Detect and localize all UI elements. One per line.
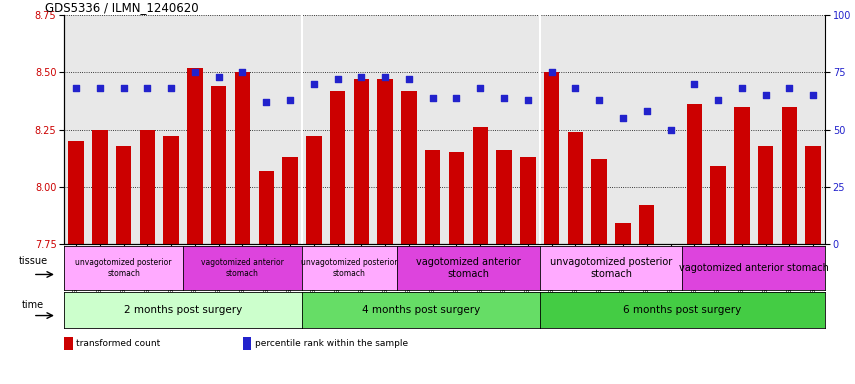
Bar xyxy=(781,107,797,244)
Text: tissue: tissue xyxy=(18,256,48,266)
Point xyxy=(259,99,273,105)
Bar xyxy=(282,157,298,244)
Point xyxy=(616,115,630,121)
Text: transformed count: transformed count xyxy=(76,339,160,348)
Point xyxy=(474,85,487,91)
Point xyxy=(569,85,582,91)
Point xyxy=(283,97,297,103)
Bar xyxy=(235,73,251,244)
Text: percentile rank within the sample: percentile rank within the sample xyxy=(255,339,408,348)
Bar xyxy=(401,91,416,244)
Point xyxy=(521,97,534,103)
Bar xyxy=(616,223,631,244)
Text: GDS5336 / ILMN_1240620: GDS5336 / ILMN_1240620 xyxy=(44,1,198,14)
Text: vagotomized anterior
stomach: vagotomized anterior stomach xyxy=(416,257,521,279)
Bar xyxy=(711,166,726,244)
Point xyxy=(378,74,392,80)
Bar xyxy=(734,107,750,244)
Bar xyxy=(758,146,774,244)
Text: 4 months post surgery: 4 months post surgery xyxy=(362,305,480,315)
Point xyxy=(735,85,749,91)
Bar xyxy=(163,136,179,244)
Text: unvagotomized posterior
stomach: unvagotomized posterior stomach xyxy=(550,257,672,279)
Point xyxy=(426,94,439,101)
Bar xyxy=(377,79,393,244)
Bar xyxy=(592,159,607,244)
Bar xyxy=(449,152,464,244)
Point xyxy=(782,85,796,91)
Text: 6 months post surgery: 6 months post surgery xyxy=(623,305,741,315)
Point xyxy=(593,97,606,103)
Point xyxy=(140,85,154,91)
Text: unvagotomized posterior
stomach: unvagotomized posterior stomach xyxy=(75,258,172,278)
Bar xyxy=(805,146,821,244)
Text: vagotomized anterior stomach: vagotomized anterior stomach xyxy=(679,263,828,273)
Text: 2 months post surgery: 2 months post surgery xyxy=(124,305,242,315)
Bar xyxy=(68,141,84,244)
Point xyxy=(69,85,83,91)
Bar xyxy=(64,337,73,350)
Bar xyxy=(496,150,512,244)
Bar xyxy=(187,68,203,244)
Bar xyxy=(92,129,108,244)
Point xyxy=(640,108,653,114)
Point xyxy=(93,85,107,91)
Bar xyxy=(306,136,321,244)
Point xyxy=(212,74,226,80)
Bar xyxy=(473,127,488,244)
Point xyxy=(402,76,416,83)
Text: time: time xyxy=(22,300,44,310)
Point xyxy=(355,74,369,80)
Bar xyxy=(520,157,535,244)
Point xyxy=(663,127,677,133)
Bar xyxy=(115,146,132,244)
Bar xyxy=(258,171,274,244)
Bar xyxy=(568,132,583,244)
Bar xyxy=(639,205,654,244)
Bar xyxy=(354,79,369,244)
Text: unvagotomized posterior
stomach: unvagotomized posterior stomach xyxy=(301,258,398,278)
Bar xyxy=(687,104,702,244)
Point xyxy=(498,94,511,101)
Point xyxy=(806,92,820,98)
Point xyxy=(307,81,321,87)
Point xyxy=(450,94,463,101)
Bar xyxy=(243,337,251,350)
Point xyxy=(687,81,701,87)
Point xyxy=(164,85,178,91)
Bar xyxy=(211,86,227,244)
Bar xyxy=(425,150,440,244)
Bar xyxy=(330,91,345,244)
Point xyxy=(236,70,250,76)
Point xyxy=(188,70,202,76)
Bar xyxy=(139,129,155,244)
Point xyxy=(711,97,725,103)
Text: vagotomized anterior
stomach: vagotomized anterior stomach xyxy=(201,258,284,278)
Point xyxy=(331,76,345,83)
Point xyxy=(758,92,772,98)
Point xyxy=(117,85,131,91)
Bar xyxy=(544,73,559,244)
Point xyxy=(545,70,558,76)
